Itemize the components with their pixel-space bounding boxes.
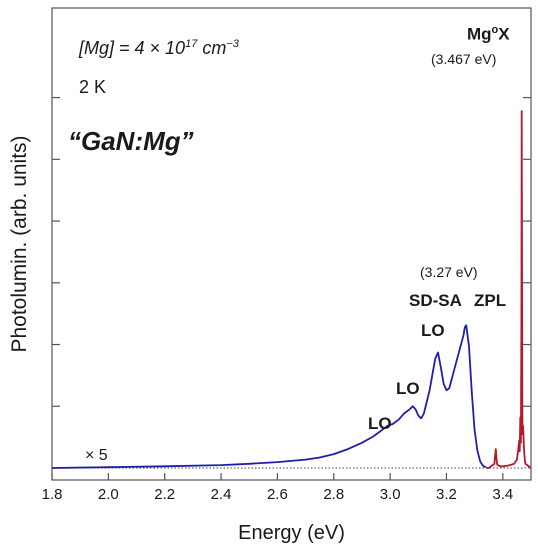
sample-name-annotation: “GaN:Mg” [68, 126, 194, 156]
x-tick-label-7: 3.2 [436, 486, 457, 503]
x-axis-label: Energy (eV) [238, 522, 345, 544]
x-tick-label-6: 3.0 [380, 486, 401, 503]
x-tick-label-2: 2.2 [154, 486, 175, 503]
mgx-peak-label: MgoX [467, 24, 510, 44]
mgx-energy-label: (3.467 eV) [431, 51, 497, 67]
plot-frame [51, 7, 532, 481]
spectrum-line-2 [485, 110, 532, 469]
zpl-label: ZPL [474, 291, 507, 310]
sdsa-energy-label: (3.27 eV) [420, 264, 478, 280]
temperature-annotation: 2 K [79, 77, 107, 97]
x-tick-label-1: 2.0 [98, 486, 119, 503]
lo-phonon-label-1: LO [421, 321, 445, 340]
lo-phonon-label-2: LO [396, 379, 420, 398]
lo-phonon-label-3: LO [368, 414, 392, 433]
mg-concentration-annotation: [Mg] = 4 × 1017 cm−3 [79, 38, 239, 58]
sdsa-peak-label: SD-SA [409, 291, 462, 310]
x-tick-label-0: 1.8 [42, 486, 63, 503]
x-tick-label-5: 2.8 [323, 486, 344, 503]
scale-factor-label: × 5 [85, 447, 108, 464]
spectrum-line-1 [51, 324, 487, 469]
x-tick-label-4: 2.6 [267, 486, 288, 503]
y-axis-label: Photolumin. (arb. units) [8, 135, 31, 352]
x-tick-label-8: 3.4 [492, 486, 513, 503]
x-tick-label-3: 2.4 [211, 486, 232, 503]
